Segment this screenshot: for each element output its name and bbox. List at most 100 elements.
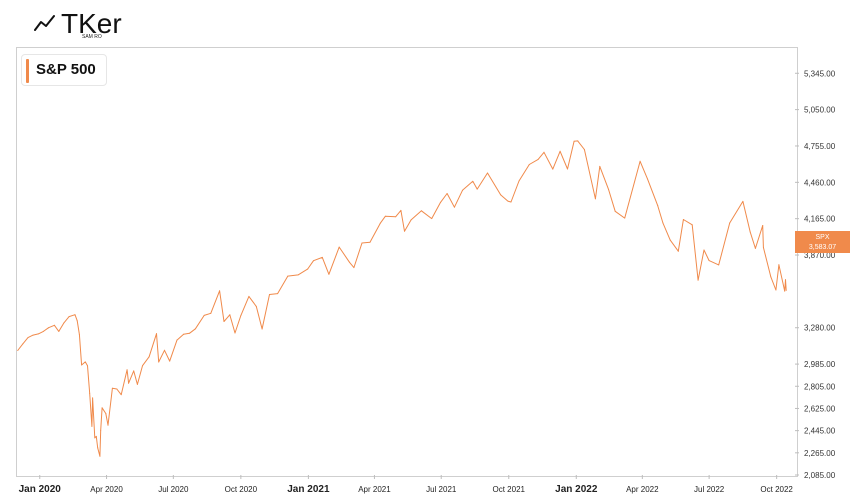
data-point — [183, 333, 185, 335]
last-price-series: SPX — [815, 234, 830, 241]
data-point — [404, 230, 406, 232]
data-point — [133, 370, 135, 372]
data-point — [107, 424, 109, 426]
data-point — [68, 316, 70, 318]
data-point — [277, 293, 279, 295]
data-point — [126, 369, 128, 371]
data-point — [97, 447, 99, 449]
data-point — [729, 222, 731, 224]
data-point — [53, 324, 55, 326]
data-point — [762, 246, 764, 248]
data-point — [594, 198, 596, 200]
data-point — [500, 194, 502, 196]
data-point — [188, 332, 190, 334]
data-point — [255, 305, 257, 307]
data-point — [559, 150, 561, 152]
x-tick-label: Oct 2022 — [760, 485, 793, 494]
data-point — [749, 231, 751, 233]
y-tick-label: 3,870.00 — [804, 251, 836, 260]
data-point — [507, 200, 509, 202]
data-point — [703, 249, 705, 251]
series-line-spx — [17, 140, 787, 457]
data-point — [453, 206, 455, 208]
data-point — [691, 224, 693, 226]
data-point — [400, 209, 402, 211]
data-point — [361, 242, 363, 244]
data-point — [784, 279, 786, 281]
data-point — [27, 337, 29, 339]
x-tick-label: Jan 2020 — [19, 484, 62, 495]
data-point — [543, 151, 545, 153]
data-point — [203, 314, 205, 316]
data-point — [81, 364, 83, 366]
y-tick-label: 2,265.00 — [804, 449, 836, 458]
data-point — [321, 256, 323, 258]
data-point — [223, 320, 225, 322]
data-point — [486, 172, 488, 174]
y-tick-label: 2,445.00 — [804, 427, 836, 436]
x-tick-label: Jul 2020 — [158, 485, 189, 494]
data-point — [219, 290, 221, 292]
data-point — [537, 158, 539, 160]
data-point — [116, 388, 118, 390]
data-point — [158, 361, 160, 363]
data-point — [100, 429, 102, 431]
data-point — [439, 201, 441, 203]
data-point — [599, 165, 601, 167]
y-tick-label: 4,460.00 — [804, 178, 836, 187]
data-point — [583, 149, 585, 151]
data-point — [74, 314, 76, 316]
data-point — [91, 425, 93, 427]
data-point — [669, 239, 671, 241]
data-point — [240, 314, 242, 316]
data-point — [778, 264, 780, 266]
data-point — [287, 275, 289, 277]
data-point — [229, 314, 231, 316]
data-point — [639, 160, 641, 162]
data-point — [510, 201, 512, 203]
data-point — [446, 193, 448, 195]
data-point — [353, 267, 355, 269]
data-point — [395, 216, 397, 218]
y-tick-label: 3,280.00 — [804, 324, 836, 333]
data-point — [32, 334, 34, 336]
data-point — [307, 268, 309, 270]
x-tick-label: Jul 2022 — [694, 485, 725, 494]
x-tick-label: Apr 2020 — [90, 485, 123, 494]
chart-title-box: S&P 500 — [21, 54, 107, 86]
data-point — [462, 189, 464, 191]
data-point — [48, 327, 50, 329]
data-point — [410, 219, 412, 221]
chart-plot-area — [16, 47, 798, 477]
data-point — [120, 394, 122, 396]
data-point — [105, 413, 107, 415]
data-point — [84, 361, 86, 363]
y-tick-label: 2,625.00 — [804, 404, 836, 413]
data-point — [194, 328, 196, 330]
brand-name: TKer — [61, 8, 122, 39]
x-tick-label: Jul 2021 — [426, 485, 457, 494]
data-point — [566, 168, 568, 170]
trend-line-icon — [34, 15, 55, 31]
data-point — [22, 343, 24, 345]
data-point — [164, 349, 166, 351]
data-point — [528, 163, 530, 165]
data-point — [718, 264, 720, 266]
data-point — [785, 289, 787, 291]
data-point — [136, 383, 138, 385]
x-tick-label: Apr 2022 — [626, 485, 659, 494]
data-point — [169, 360, 171, 362]
data-point — [86, 365, 88, 367]
data-point — [42, 330, 44, 332]
data-point — [348, 261, 350, 263]
data-point — [379, 222, 381, 224]
data-point — [784, 290, 786, 292]
chart-title: S&P 500 — [36, 61, 96, 78]
data-point — [338, 246, 340, 248]
data-point — [101, 407, 103, 409]
data-point — [37, 333, 39, 335]
data-point — [261, 328, 263, 330]
data-point — [76, 320, 78, 322]
data-point — [17, 350, 19, 352]
x-tick-label: Oct 2020 — [225, 485, 258, 494]
